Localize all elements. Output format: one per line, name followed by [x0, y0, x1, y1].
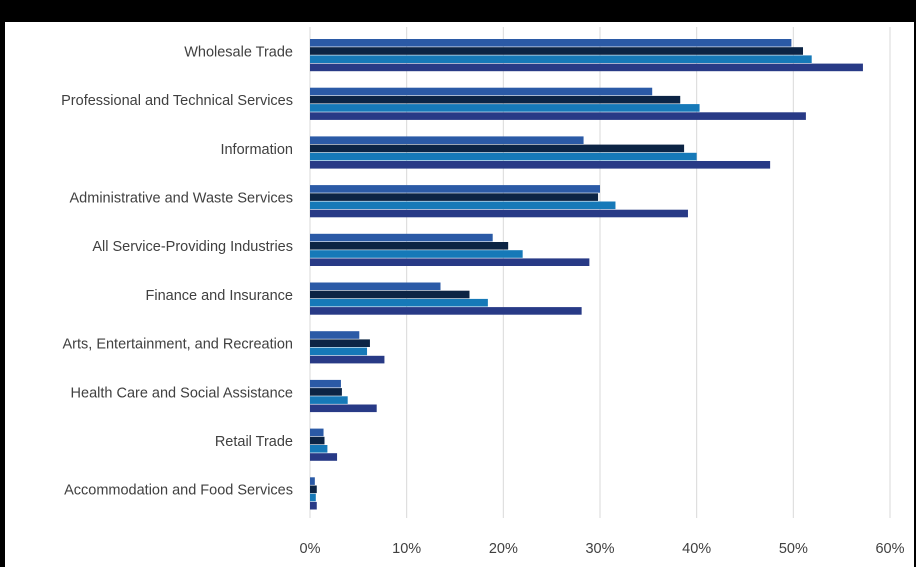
bar — [310, 388, 342, 396]
category-label: Health Care and Social Assistance — [71, 385, 293, 401]
bar — [310, 95, 681, 104]
category-label: Finance and Insurance — [145, 288, 293, 304]
bar — [310, 47, 803, 55]
category-label: Wholesale Trade — [184, 44, 293, 60]
category-label: Administrative and Waste Services — [70, 191, 294, 207]
category-label: Professional and Technical Services — [61, 93, 293, 109]
x-tick-label: 10% — [392, 541, 421, 557]
x-tick-label: 0% — [300, 541, 321, 557]
category-label: All Service-Providing Industries — [92, 239, 293, 255]
x-tick-label: 30% — [585, 541, 614, 557]
bar — [310, 185, 600, 193]
bar — [310, 209, 688, 218]
bar — [310, 347, 368, 356]
bar — [310, 355, 385, 364]
bar — [310, 55, 812, 63]
bar — [310, 201, 616, 210]
x-tick-label: 20% — [489, 541, 518, 557]
x-tick-label: 40% — [682, 541, 711, 557]
bar — [310, 445, 328, 453]
bar — [310, 501, 317, 510]
bar — [310, 339, 370, 347]
bar — [310, 493, 316, 502]
bar — [310, 436, 325, 445]
title-bar — [0, 0, 916, 22]
category-label: Information — [220, 142, 293, 158]
bar — [310, 396, 348, 404]
category-label: Arts, Entertainment, and Recreation — [62, 337, 293, 353]
bar-chart: Wholesale Trade Professional and Technica… — [61, 27, 905, 557]
bar — [310, 298, 488, 307]
bar — [310, 453, 338, 461]
bar — [310, 290, 470, 299]
bar — [310, 485, 317, 494]
bar — [310, 136, 584, 144]
bar — [310, 233, 493, 242]
bar — [310, 477, 315, 485]
bar — [310, 161, 771, 169]
bar — [310, 193, 599, 201]
bar — [310, 331, 360, 339]
bar — [310, 404, 377, 413]
bar — [310, 152, 697, 161]
category-label: Retail Trade — [215, 434, 293, 450]
bar — [310, 242, 509, 250]
bar — [310, 39, 792, 47]
bars — [310, 39, 863, 510]
category-label: Accommodation and Food Services — [64, 483, 293, 499]
bar — [310, 104, 700, 112]
bar — [310, 428, 324, 437]
bar — [310, 87, 653, 96]
bar — [310, 258, 590, 266]
bar — [310, 112, 806, 120]
x-tick-label: 50% — [779, 541, 808, 557]
bar — [310, 307, 582, 315]
x-tick-label: 60% — [875, 541, 904, 557]
bar — [310, 144, 685, 153]
x-tick-labels: 0% 10% 20% 30% 40% 50% 60% — [300, 541, 905, 557]
bar — [310, 250, 523, 258]
category-labels: Wholesale Trade Professional and Technica… — [61, 44, 293, 498]
bar — [310, 63, 863, 72]
plot-area: Wholesale Trade Professional and Technica… — [5, 22, 914, 567]
bar — [310, 282, 441, 291]
bar — [310, 379, 341, 388]
